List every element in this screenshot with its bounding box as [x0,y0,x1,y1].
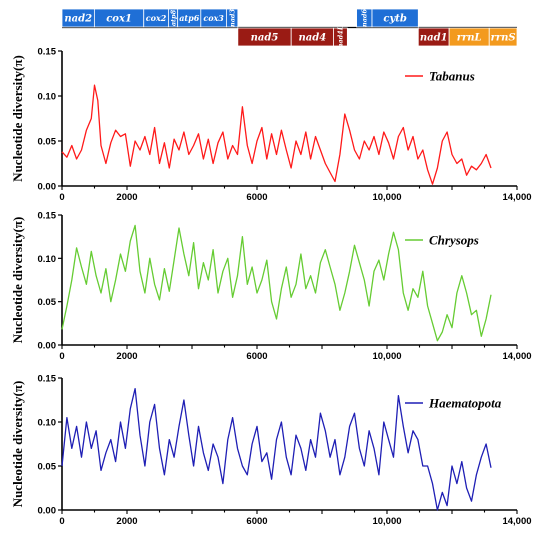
gene-label-rrnL: rrnL [457,33,482,44]
series-line-tabanus [61,84,492,185]
chart-panels: 0.000.050.100.150 2000 6000 10,000 14,000Nuc… [10,47,532,528]
x-tick-label: 6000 [246,192,267,203]
legend-label: Chrysops [429,233,479,248]
y-tick-label: 0.10 [38,418,57,429]
gene-label-rrnS: rrnS [491,33,516,44]
y-tick-label: 0.00 [38,506,57,517]
gene-label-nad2: nad2 [64,14,92,25]
gene-block-rrnS [488,27,518,47]
chart-panel-1: 0.00 0.05 0.10 0.15 0 2000 6000 10,000 14,000 Nuc… [10,47,532,204]
x-tick-label: 10,000 [372,192,401,203]
gene-label-nad4L: nad4L [337,25,345,48]
series-line-haematopota [61,387,492,511]
y-tick-label: 0.05 [38,462,57,473]
gene-map: nad2 cox1 cox2 atp8 atp6 cox3 nad3 nad6 cytb nad5… [61,8,518,48]
y-axis-title: Nucleotide diversity(π) [10,217,25,344]
gene-label-atp6: atp6 [179,13,199,23]
chart-panel-3: 0.00 0.05 0.10 0.15 0 2000 6000 10,000 14,000 Nuc… [10,374,532,528]
gene-label-atp8: atp8 [169,9,177,26]
gene-block-cytb [371,8,419,28]
x-tick-label: 2000 [116,516,137,527]
y-tick-label: 0.00 [38,182,57,193]
gene-label-cox3: cox3 [203,13,224,23]
y-tick-label: 0.15 [38,211,57,222]
y-tick-label: 0.15 [38,374,57,385]
x-tick-label: 6000 [246,516,267,527]
x-tick-label: 0 [59,516,64,527]
x-tick-label: 2000 [116,351,137,362]
gene-label-nad3: nad3 [228,9,236,27]
y-tick-label: 0.10 [38,92,57,103]
gene-block-nad3 [226,8,239,28]
gene-block-nad4L [333,27,348,47]
series-line-chrysops [61,224,492,342]
y-tick-label: 0.05 [38,137,57,148]
x-tick-label: 10,000 [372,516,401,527]
y-tick-label: 0.10 [38,254,57,265]
legend-label: Tabanus [429,69,475,84]
x-tick-label: 6000 [246,351,267,362]
x-tick-label: 0 [59,351,64,362]
y-tick-label: 0.05 [38,297,57,308]
chart-panel-2: 0.00 0.05 0.10 0.15 0 2000 6000 10,000 14,000 Nuc… [10,211,532,363]
gene-label-nad1: nad1 [420,33,448,44]
gene-label-nad6: nad6 [361,9,369,27]
x-tick-label: 14,000 [502,516,531,527]
gene-label-cox2: cox2 [146,13,167,23]
x-tick-label: 0 [59,192,64,203]
x-tick-label: 10,000 [372,351,401,362]
y-tick-label: 0.15 [38,47,57,58]
gene-label-cytb: cytb [383,14,407,25]
legend-label: Haematopota [428,396,502,411]
y-axis-title: Nucleotide diversity(π) [10,55,25,182]
y-axis-title: Nucleotide diversity(π) [10,381,25,508]
y-tick-label: 0.00 [38,341,57,352]
x-tick-label: 14,000 [502,192,531,203]
x-tick-label: 14,000 [502,351,531,362]
gene-label-nad4: nad4 [298,33,326,44]
x-tick-label: 2000 [116,192,137,203]
gene-label-nad5: nad5 [251,33,279,44]
gene-label-cox1: cox1 [106,14,132,25]
